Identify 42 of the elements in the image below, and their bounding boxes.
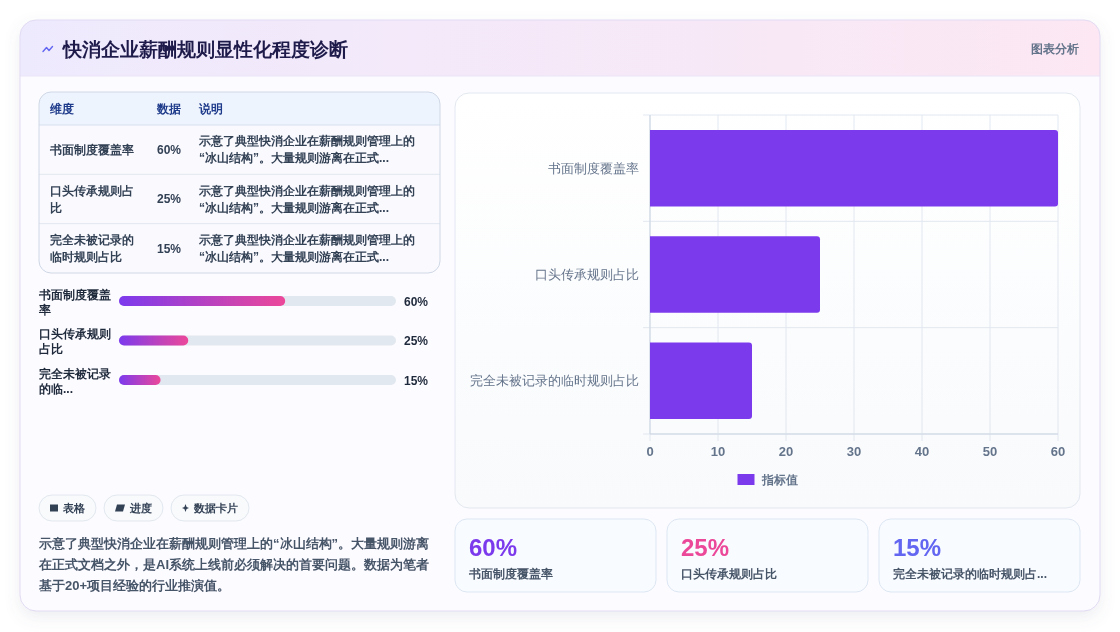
text: 15% <box>893 534 942 561</box>
category-label: 书面制度覆盖率 <box>468 567 553 581</box>
x-tick-label: 40 <box>914 444 930 459</box>
x-tick-label: 20 <box>778 444 794 459</box>
x-tick-label: 10 <box>710 444 726 459</box>
y-tick-label: 完全未被记录的临时规则占比 <box>470 373 639 389</box>
x-tick-label: 30 <box>846 444 862 459</box>
x-tick-label: 60 <box>1050 444 1066 459</box>
text: 60% <box>469 534 518 561</box>
text: 进度 <box>129 502 152 514</box>
text: 25% <box>157 192 182 207</box>
data-label: 60% <box>404 294 429 309</box>
text: 数据卡片 <box>193 502 238 514</box>
y-tick-label: 书面制度覆盖率 <box>548 160 639 176</box>
text: 60% <box>157 142 182 157</box>
text: 图表分析 <box>1031 42 1079 56</box>
legend-label: 指标值 <box>760 473 798 487</box>
text: 示意了典型快消企业在薪酬规则管理上的“冰山结构”。大量规则游离在正式... <box>198 134 415 166</box>
text: 示意了典型快消企业在薪酬规则管理上的“冰山结构”。大量规则游离在正式... <box>198 233 415 265</box>
bar <box>650 236 820 313</box>
data-label: 15% <box>404 373 429 388</box>
text: 表格 <box>62 502 86 514</box>
x-tick-label: 50 <box>982 444 998 459</box>
x-tick-label: 0 <box>646 444 654 459</box>
text: 快消企业薪酬规则显性化程度诊断 <box>61 39 348 60</box>
bar <box>650 342 752 420</box>
text: 示意了典型快消企业在薪酬规则管理上的“冰山结构”。大量规则游离在正式... <box>198 183 415 215</box>
text: 数据 <box>156 102 181 116</box>
category-label: 口头传承规则占比 <box>681 567 777 581</box>
category-label: 完全未被记录的临时规则占... <box>893 567 1048 581</box>
data-label: 25% <box>404 334 429 348</box>
text: 15% <box>157 241 182 256</box>
text: 维度 <box>49 102 74 116</box>
y-tick-label: 完全未被记录的临... <box>39 366 111 396</box>
bar <box>650 129 1058 207</box>
y-tick-label: 书面制度覆盖率 <box>38 287 111 317</box>
text: 说明 <box>198 102 223 116</box>
category-label: 书面制度覆盖率 <box>49 142 134 157</box>
text: 示意了典型快消企业在薪酬规则管理上的“冰山结构”。大量规则游离在正式文档之外，是AI系统上线前必须解决的首要问题。数据为笔者基于20+项目经验的行业推演值。 <box>38 535 429 593</box>
y-tick-label: 口头传承规则占比 <box>535 267 639 282</box>
text: 25% <box>681 534 730 561</box>
y-tick-label: 口头传承规则占比 <box>39 327 111 357</box>
